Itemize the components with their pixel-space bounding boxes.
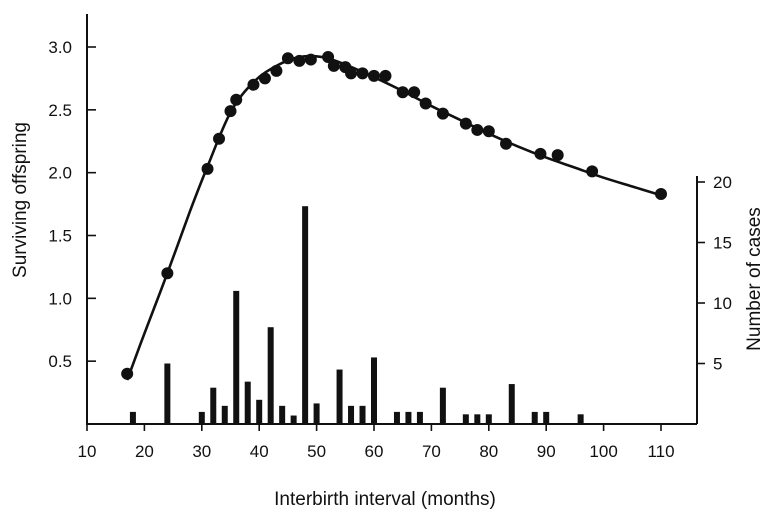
data-point [293, 54, 306, 67]
scatter-series [121, 51, 667, 380]
case-count-bar [210, 387, 217, 424]
data-point [459, 117, 472, 130]
case-count-bar [267, 327, 274, 424]
right-y-axis-label: Number of cases [744, 207, 765, 351]
right-y-tick-label: 20 [713, 173, 732, 192]
case-count-bar [164, 363, 171, 424]
right-y-tick-label: 10 [713, 294, 732, 313]
data-point [436, 107, 449, 120]
x-tick-label: 30 [192, 442, 211, 461]
case-count-bar [290, 415, 297, 424]
data-point [419, 97, 432, 110]
axes [86, 14, 698, 425]
case-count-bar [416, 411, 423, 424]
right-y-tick-label: 15 [713, 234, 732, 253]
data-point [213, 132, 226, 145]
data-point [224, 105, 237, 118]
axes-frame [86, 14, 698, 425]
fitted-curve [125, 54, 662, 381]
left-y-tick-label: 2.5 [48, 101, 72, 120]
data-point [247, 78, 260, 91]
case-count-bar [485, 414, 492, 424]
data-point [356, 67, 369, 80]
case-count-bar [313, 403, 320, 424]
case-count-bar [359, 405, 366, 424]
data-point [161, 267, 174, 280]
case-count-bar [129, 411, 136, 424]
data-point [304, 53, 317, 66]
data-point [534, 147, 547, 160]
left-y-tick-label: 1.5 [48, 227, 72, 246]
case-count-bar [256, 399, 263, 424]
data-point [396, 86, 409, 99]
case-count-bar [371, 357, 377, 424]
x-tick-label: 20 [135, 442, 154, 461]
data-point [408, 86, 421, 99]
right-y-axis-ticks: 5 10 15 20 [697, 173, 732, 374]
case-count-bar [474, 414, 481, 424]
case-count-bar [439, 387, 446, 424]
x-tick-label: 100 [589, 442, 617, 461]
x-tick-label: 110 [647, 442, 674, 461]
case-count-bar [543, 411, 550, 424]
left-y-tick-label: 3.0 [48, 38, 72, 57]
case-count-bar [508, 384, 515, 424]
case-count-bar [244, 381, 251, 424]
data-point [121, 367, 134, 380]
data-point [230, 93, 243, 106]
data-point [345, 67, 358, 80]
case-count-bar [393, 411, 400, 424]
x-tick-label: 90 [537, 442, 556, 461]
data-point [482, 125, 495, 138]
case-count-bar [233, 290, 240, 424]
data-point [270, 64, 283, 77]
case-count-bar [221, 405, 228, 424]
data-point [471, 123, 484, 136]
fitted-curve-layer [125, 54, 662, 381]
case-count-bar [302, 206, 309, 424]
case-count-bar [405, 411, 412, 424]
left-y-tick-label: 2.0 [48, 164, 72, 183]
left-y-tick-label: 0.5 [48, 352, 72, 371]
x-tick-label: 60 [365, 442, 384, 461]
data-point [322, 51, 335, 64]
data-point [327, 59, 340, 72]
bar-series [129, 206, 584, 424]
x-tick-label: 70 [422, 442, 441, 461]
data-point [586, 165, 599, 178]
data-point [500, 137, 513, 150]
data-point [368, 69, 380, 82]
case-count-bar [336, 369, 343, 424]
x-tick-label: 40 [250, 442, 269, 461]
data-point [201, 162, 214, 175]
x-tick-label: 10 [78, 442, 97, 461]
data-point [281, 52, 294, 65]
data-point [655, 188, 667, 201]
case-count-bar [531, 411, 538, 424]
case-count-bar [279, 405, 286, 424]
left-y-axis-label: Surviving offspring [10, 122, 31, 278]
data-point [551, 149, 564, 162]
x-tick-label: 50 [307, 442, 326, 461]
case-count-bar [577, 414, 584, 424]
right-y-tick-label: 5 [713, 355, 722, 374]
case-count-bar [348, 405, 355, 424]
case-count-bar [462, 414, 469, 424]
left-y-tick-label: 1.0 [48, 289, 72, 308]
x-axis-label: Interbirth interval (months) [274, 489, 496, 510]
x-axis-ticks: 10 20 30 40 50 60 70 80 90 100 110 [78, 424, 675, 461]
x-tick-label: 80 [479, 442, 498, 461]
data-point [379, 69, 392, 82]
case-count-bar [198, 411, 205, 424]
left-y-axis-ticks: 0.5 1.0 1.5 2.0 2.5 3.0 [48, 38, 96, 371]
data-point [258, 72, 271, 85]
